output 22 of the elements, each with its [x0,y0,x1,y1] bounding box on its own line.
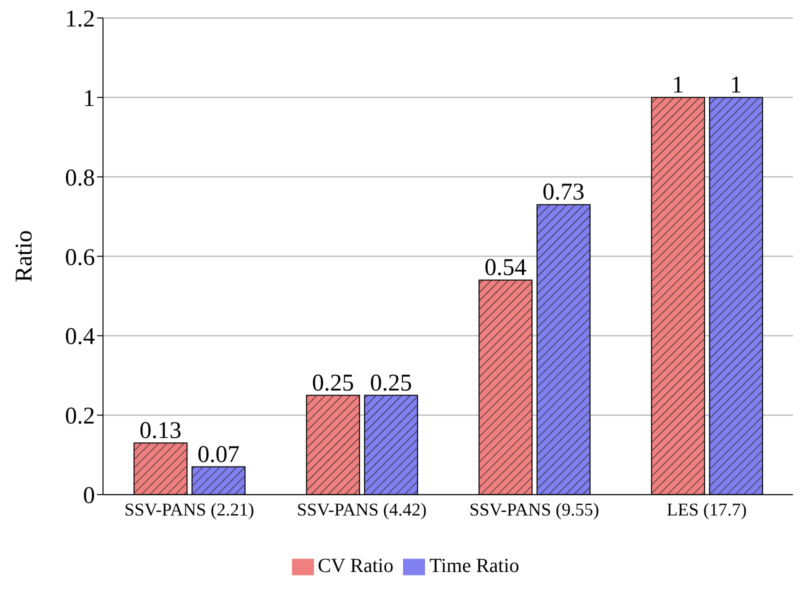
x-tick-label: SSV-PANS (2.21) [124,499,254,520]
y-tick-label: 1 [83,86,95,112]
y-axis-title: Ratio [12,230,38,282]
legend-label: CV Ratio [318,554,394,577]
data-label: 0.13 [140,418,182,444]
data-label: 1 [730,72,742,98]
data-label: 0.25 [312,370,354,396]
y-tick-label: 0 [83,483,95,510]
y-tick-label: 1.2 [65,6,95,33]
data-label: 0.25 [370,370,412,396]
x-tick-label: SSV-PANS (4.42) [296,499,427,520]
data-label: 1 [672,72,684,98]
data-label: 0.54 [484,255,527,282]
y-tick-label: 0.6 [65,244,95,271]
legend-label: Time Ratio [429,554,520,577]
x-tick-label: LES (17.7) [666,499,747,520]
data-label: 0.07 [198,442,240,468]
data-label: 0.73 [542,180,585,206]
y-tick-label: 0.4 [65,324,95,350]
y-tick-label: 0.2 [65,404,95,430]
y-tick-label: 0.8 [65,165,95,192]
x-tick-label: SSV-PANS (9.55) [469,499,600,520]
